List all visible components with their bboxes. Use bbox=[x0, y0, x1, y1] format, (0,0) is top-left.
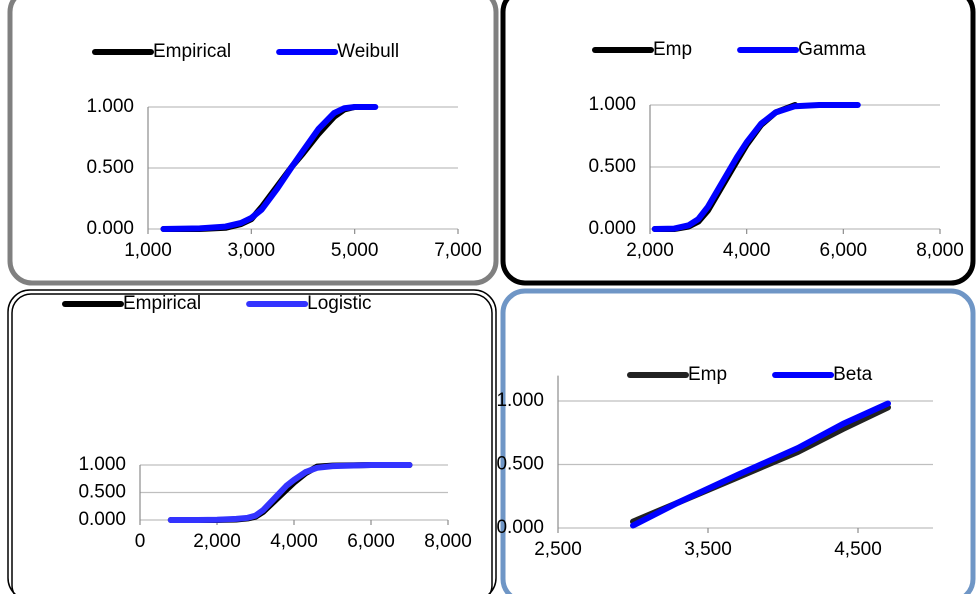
legend-label: Beta bbox=[833, 364, 873, 385]
x-tick-label: 2,000 bbox=[193, 531, 241, 552]
y-tick-label: 0.000 bbox=[496, 517, 544, 538]
y-tick-label: 0.000 bbox=[588, 218, 636, 239]
x-tick-label: 8,000 bbox=[424, 531, 472, 552]
x-tick-label: 1,000 bbox=[124, 240, 172, 261]
legend-label: Empirical bbox=[123, 293, 201, 314]
y-tick-label: 1.000 bbox=[496, 390, 544, 411]
panel-border bbox=[7, 0, 499, 286]
x-tick-label: 4,000 bbox=[270, 531, 318, 552]
x-tick-label: 8,000 bbox=[916, 240, 964, 261]
x-tick-label: 4,500 bbox=[834, 539, 882, 560]
x-tick-label: 4,000 bbox=[723, 240, 771, 261]
y-tick-label: 0.000 bbox=[78, 509, 126, 530]
series-line bbox=[630, 400, 891, 529]
series-line bbox=[651, 102, 861, 232]
legend-label: Weibull bbox=[337, 41, 399, 62]
legend-label: Empirical bbox=[153, 41, 231, 62]
x-tick-label: 3,500 bbox=[684, 539, 732, 560]
x-tick-label: 6,000 bbox=[820, 240, 868, 261]
x-tick-label: 5,000 bbox=[331, 240, 379, 261]
y-tick-label: 0.000 bbox=[86, 218, 134, 239]
y-tick-label: 1.000 bbox=[78, 454, 126, 475]
panel-border bbox=[500, 288, 976, 594]
y-tick-label: 0.500 bbox=[86, 157, 134, 178]
y-tick-label: 0.500 bbox=[588, 156, 636, 177]
series-line bbox=[160, 104, 379, 232]
panel-border bbox=[500, 0, 976, 286]
legend-label: Emp bbox=[653, 39, 692, 60]
series-line bbox=[167, 462, 413, 523]
y-tick-label: 1.000 bbox=[86, 96, 134, 117]
panel-border bbox=[7, 289, 497, 594]
panel-border bbox=[11, 293, 493, 594]
x-tick-label: 3,000 bbox=[228, 240, 276, 261]
x-tick-label: 7,000 bbox=[434, 240, 482, 261]
legend-label: Gamma bbox=[798, 39, 866, 60]
x-tick-label: 2,500 bbox=[534, 539, 582, 560]
x-tick-label: 0 bbox=[135, 531, 146, 552]
legend-label: Logistic bbox=[307, 293, 371, 314]
y-tick-label: 0.500 bbox=[78, 482, 126, 503]
legend-label: Emp bbox=[688, 364, 727, 385]
x-tick-label: 6,000 bbox=[347, 531, 395, 552]
y-tick-label: 1.000 bbox=[588, 94, 636, 115]
y-tick-label: 0.500 bbox=[496, 454, 544, 475]
x-tick-label: 2,000 bbox=[626, 240, 674, 261]
